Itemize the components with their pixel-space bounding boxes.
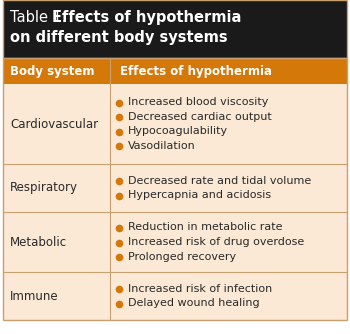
Text: Cardiovascular: Cardiovascular	[10, 118, 98, 131]
Text: Body system: Body system	[10, 64, 95, 77]
Text: Increased risk of drug overdose: Increased risk of drug overdose	[128, 237, 304, 247]
Text: Effects of hypothermia: Effects of hypothermia	[52, 10, 241, 25]
Bar	[3, 0, 347, 58]
Text: on different body systems: on different body systems	[10, 30, 228, 45]
Text: Increased blood viscosity: Increased blood viscosity	[128, 97, 268, 107]
Text: Vasodilation: Vasodilation	[128, 141, 196, 151]
Bar	[3, 58, 347, 84]
Text: Hypocoagulability: Hypocoagulability	[128, 126, 228, 136]
Text: Hypercapnia and acidosis: Hypercapnia and acidosis	[128, 190, 271, 200]
Text: Reduction in metabolic rate: Reduction in metabolic rate	[128, 222, 282, 232]
Text: Table 1.: Table 1.	[10, 10, 71, 25]
Bar	[3, 84, 347, 164]
Text: Metabolic: Metabolic	[10, 235, 67, 248]
Text: Decreased cardiac output: Decreased cardiac output	[128, 112, 272, 122]
Bar	[3, 58, 347, 320]
Text: Increased risk of infection: Increased risk of infection	[128, 284, 272, 294]
Text: Respiratory: Respiratory	[10, 181, 78, 194]
Text: Immune: Immune	[10, 290, 59, 303]
Bar	[3, 0, 347, 58]
Bar	[3, 272, 347, 320]
Bar	[3, 212, 347, 272]
Text: Delayed wound healing: Delayed wound healing	[128, 298, 260, 308]
Text: Effects of hypothermia: Effects of hypothermia	[120, 64, 272, 77]
Text: Prolonged recovery: Prolonged recovery	[128, 252, 236, 262]
Text: Decreased rate and tidal volume: Decreased rate and tidal volume	[128, 176, 311, 186]
Bar	[3, 164, 347, 212]
